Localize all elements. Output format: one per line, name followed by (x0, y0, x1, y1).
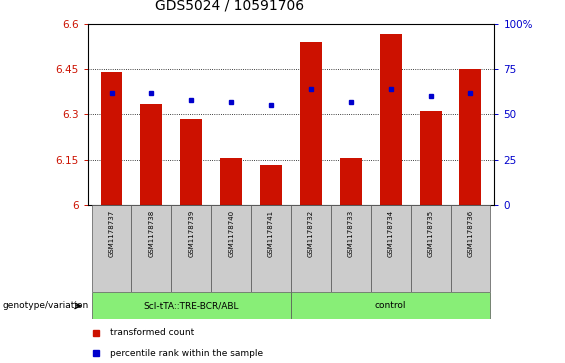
Text: GSM1178738: GSM1178738 (149, 209, 154, 257)
Bar (141, 104, 162, 205)
Bar (300, 42, 322, 205)
Bar (211, 205, 251, 292)
Bar (459, 69, 481, 205)
Text: transformed count: transformed count (110, 328, 194, 337)
Bar (92, 292, 291, 319)
Text: GSM1178740: GSM1178740 (228, 209, 234, 257)
Text: GSM1178734: GSM1178734 (388, 209, 394, 257)
Bar (171, 205, 211, 292)
Bar (411, 205, 450, 292)
Text: GSM1178741: GSM1178741 (268, 209, 274, 257)
Bar (331, 205, 371, 292)
Bar (180, 119, 202, 205)
Bar (291, 292, 490, 319)
Text: GSM1178736: GSM1178736 (467, 209, 473, 257)
Bar (101, 72, 123, 205)
Bar (340, 158, 362, 205)
Text: GSM1178737: GSM1178737 (108, 209, 115, 257)
Text: genotype/variation: genotype/variation (3, 301, 89, 310)
Bar (420, 111, 441, 205)
Bar (220, 158, 242, 205)
Bar (251, 205, 291, 292)
Bar (380, 34, 402, 205)
Text: GSM1178735: GSM1178735 (428, 209, 433, 257)
Text: Scl-tTA::TRE-BCR/ABL: Scl-tTA::TRE-BCR/ABL (144, 301, 239, 310)
Bar (260, 165, 282, 205)
Text: GDS5024 / 10591706: GDS5024 / 10591706 (155, 0, 305, 13)
Bar (291, 205, 331, 292)
Text: GSM1178733: GSM1178733 (348, 209, 354, 257)
Bar (450, 205, 490, 292)
Bar (371, 205, 411, 292)
Bar (132, 205, 171, 292)
Text: control: control (375, 301, 406, 310)
Text: percentile rank within the sample: percentile rank within the sample (110, 349, 263, 358)
Text: GSM1178732: GSM1178732 (308, 209, 314, 257)
Bar (92, 205, 132, 292)
Text: GSM1178739: GSM1178739 (188, 209, 194, 257)
